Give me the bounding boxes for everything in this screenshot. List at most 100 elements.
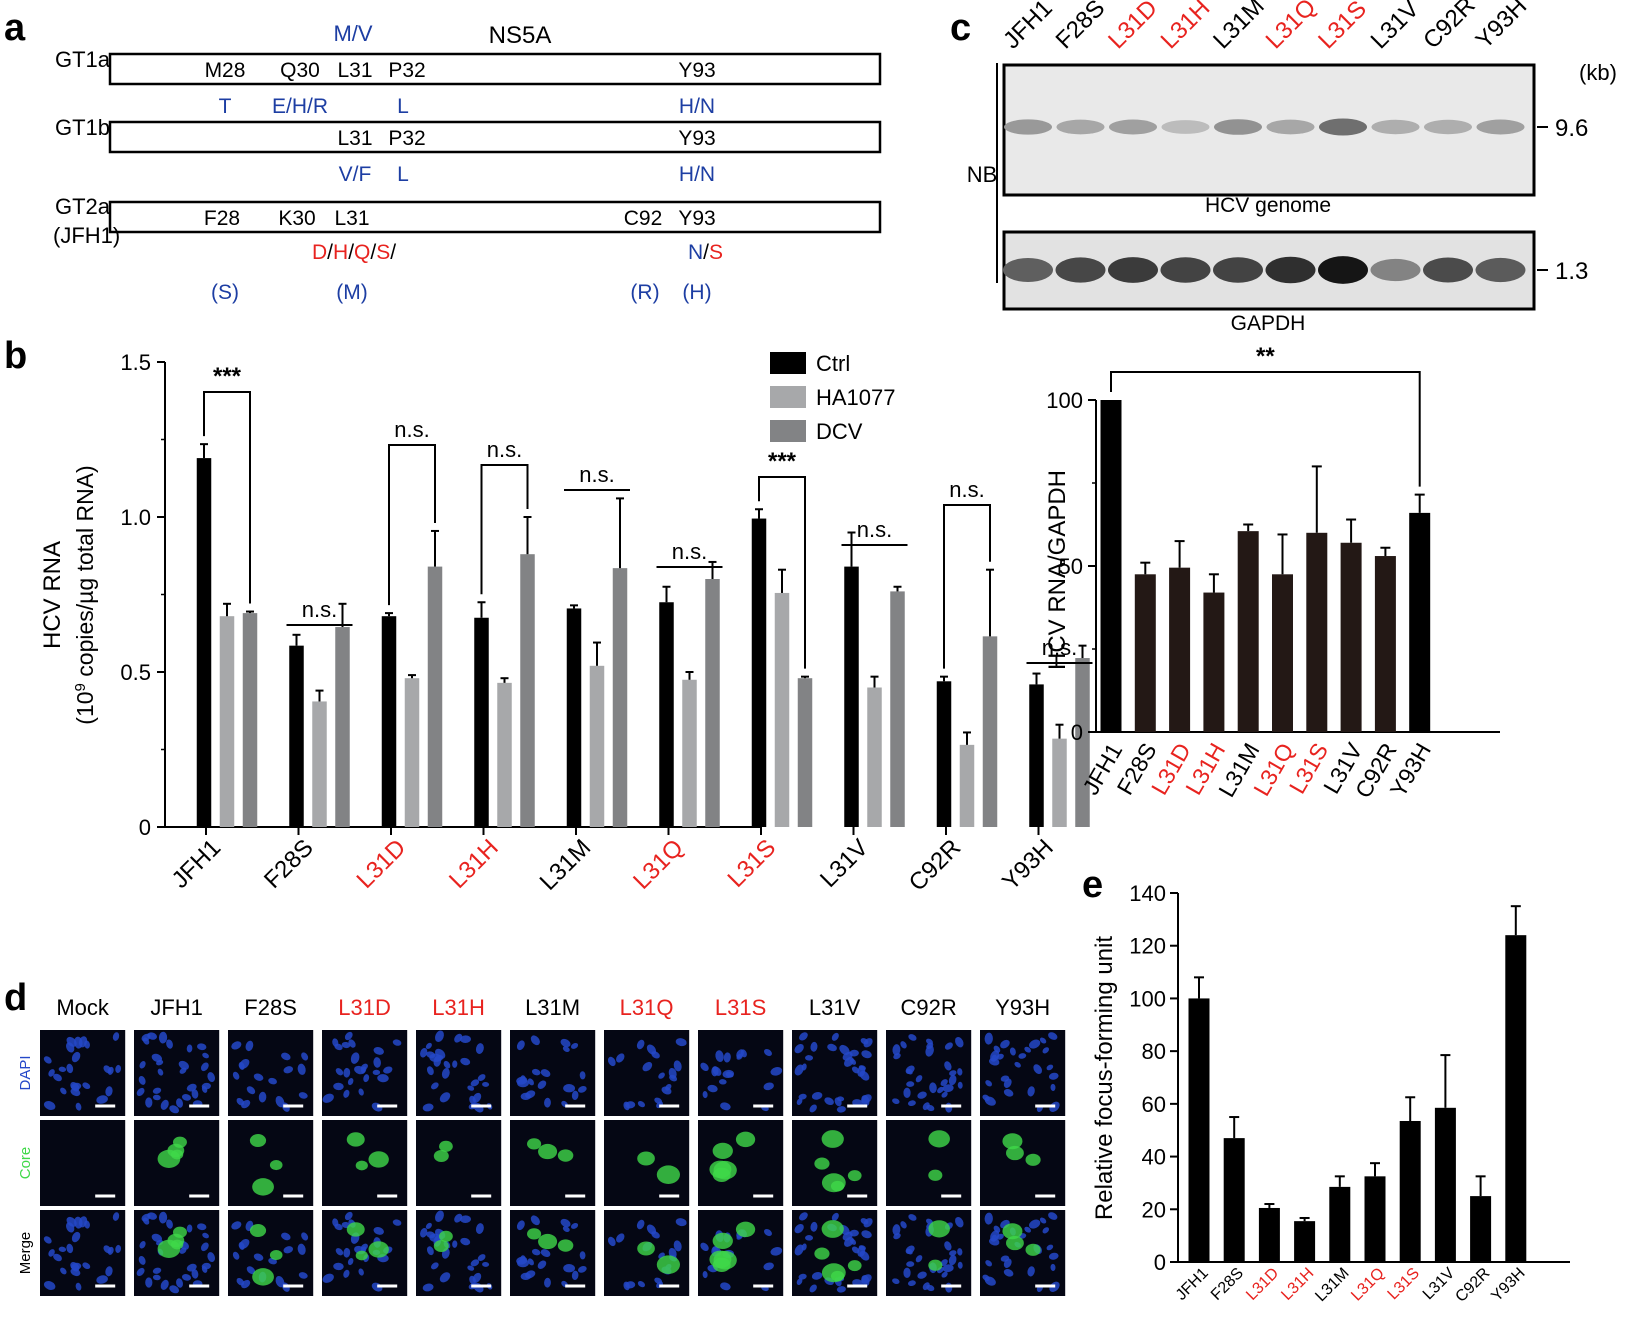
nucleus: [1042, 1047, 1050, 1054]
nucleus: [1046, 1244, 1054, 1251]
nucleus: [145, 1277, 153, 1288]
nucleus: [460, 1057, 471, 1066]
nucleus: [527, 1258, 534, 1266]
nucleus: [805, 1055, 814, 1061]
residue-p32: P32: [388, 127, 425, 150]
nucleus: [82, 1262, 91, 1270]
core-stained-cell: [656, 1165, 680, 1184]
nucleus: [166, 1219, 173, 1229]
nucleus: [937, 1086, 944, 1094]
nucleus: [160, 1099, 169, 1110]
nucleus: [268, 1077, 277, 1085]
bar-ctrl-l31h: [474, 617, 489, 827]
nucleus: [563, 1084, 576, 1093]
gapdh-band: [1213, 257, 1263, 283]
genome-band: [1161, 120, 1210, 134]
nucleus: [908, 1034, 917, 1041]
legend-swatch-ctrl: [770, 352, 806, 374]
nucleus: [570, 1222, 579, 1229]
nucleus: [827, 1043, 837, 1052]
size-label-9.6: 9.6: [1555, 115, 1588, 142]
nucleus: [420, 1048, 428, 1058]
core-stained-cell: [814, 1247, 830, 1260]
nucleus: [333, 1262, 344, 1271]
nucleus: [809, 1284, 817, 1293]
nucleus: [1009, 1047, 1016, 1056]
gapdh-band: [1318, 256, 1368, 284]
nucleus: [794, 1043, 804, 1054]
nucleus: [200, 1062, 209, 1072]
nucleus: [941, 1271, 948, 1278]
panel-d-microscopy-grid: Mock JFH1 F28S L31D L31H L31M L31Q L31S L31V C92R…: [17, 995, 1066, 1296]
column-label-l31v: L31V: [809, 995, 861, 1020]
x-tick-label-l31s: L31S: [723, 834, 782, 893]
nucleus: [373, 1057, 381, 1068]
nucleus: [467, 1085, 475, 1091]
nucleus: [136, 1267, 145, 1277]
residue-l31: L31: [334, 207, 369, 230]
substitution-part: /: [703, 241, 709, 264]
nucleus: [836, 1286, 846, 1293]
nucleus: [439, 1092, 451, 1103]
nucleus: [544, 1277, 551, 1288]
gapdh-band: [1475, 257, 1526, 283]
x-tick-label-c92r: C92R: [1452, 1265, 1493, 1306]
nucleus: [152, 1087, 162, 1094]
nucleus: [1050, 1083, 1056, 1091]
nucleus: [202, 1232, 209, 1239]
lane-label-f28s: F28S: [1051, 0, 1111, 54]
rare-substitution: (R): [630, 281, 659, 304]
nucleus: [562, 1226, 570, 1232]
significance-label: n.s.: [1042, 635, 1077, 660]
x-tick-label-jfh1: JFH1: [167, 834, 227, 894]
core-stained-cell: [538, 1143, 558, 1160]
nucleus: [993, 1225, 1001, 1233]
substitution-part: /: [348, 241, 354, 264]
nucleus: [907, 1100, 916, 1107]
core-stained-cell: [821, 1263, 846, 1283]
bar-y93h: [1409, 512, 1431, 732]
bar-ctrl-c92r: [936, 681, 952, 827]
row-label-core: Core: [17, 1147, 34, 1180]
bar-ha1077-l31q: [682, 679, 697, 827]
y-tick-label: 1.5: [120, 350, 151, 375]
nucleus: [1039, 1217, 1047, 1224]
nucleus: [1000, 1039, 1010, 1049]
genome-band: [1476, 119, 1525, 135]
genome-band: [1109, 119, 1157, 135]
column-label-l31d: L31D: [338, 995, 391, 1020]
core-stained-cell: [527, 1138, 542, 1150]
nucleus: [482, 1081, 490, 1087]
bar-l31h: [1203, 592, 1225, 732]
nucleus: [989, 1057, 1000, 1066]
nucleus: [740, 1049, 747, 1058]
nucleus: [661, 1086, 672, 1095]
bar-f28s: [1134, 574, 1156, 732]
core-stained-cell: [527, 1228, 542, 1240]
nucleus: [392, 1039, 402, 1046]
nucleus: [181, 1274, 192, 1281]
nucleus: [169, 1105, 180, 1114]
residue-q30: Q30: [280, 59, 320, 82]
core-stained-cell: [821, 1173, 846, 1193]
nucleus: [798, 1093, 807, 1100]
nucleus: [861, 1274, 872, 1284]
nucleus: [157, 1068, 164, 1076]
lane-label-l31h: L31H: [1156, 0, 1216, 54]
bar-l31s: [1399, 1120, 1421, 1262]
nucleus: [147, 1032, 158, 1040]
nucleus: [798, 1273, 807, 1280]
nucleus: [915, 1255, 923, 1263]
nucleus: [335, 1248, 344, 1256]
nucleus: [475, 1223, 484, 1235]
nucleus: [941, 1091, 948, 1098]
substitution-part: /: [390, 241, 396, 264]
row-label-merge: Merge: [17, 1232, 34, 1275]
residue-y93: Y93: [678, 59, 715, 82]
nucleus: [207, 1252, 215, 1263]
x-tick-label-l31v: L31V: [1420, 1265, 1459, 1304]
micrograph-core-l31h: [416, 1120, 502, 1206]
nucleus: [517, 1258, 529, 1268]
nucleus: [1003, 1269, 1014, 1277]
nucleus: [859, 1250, 870, 1261]
